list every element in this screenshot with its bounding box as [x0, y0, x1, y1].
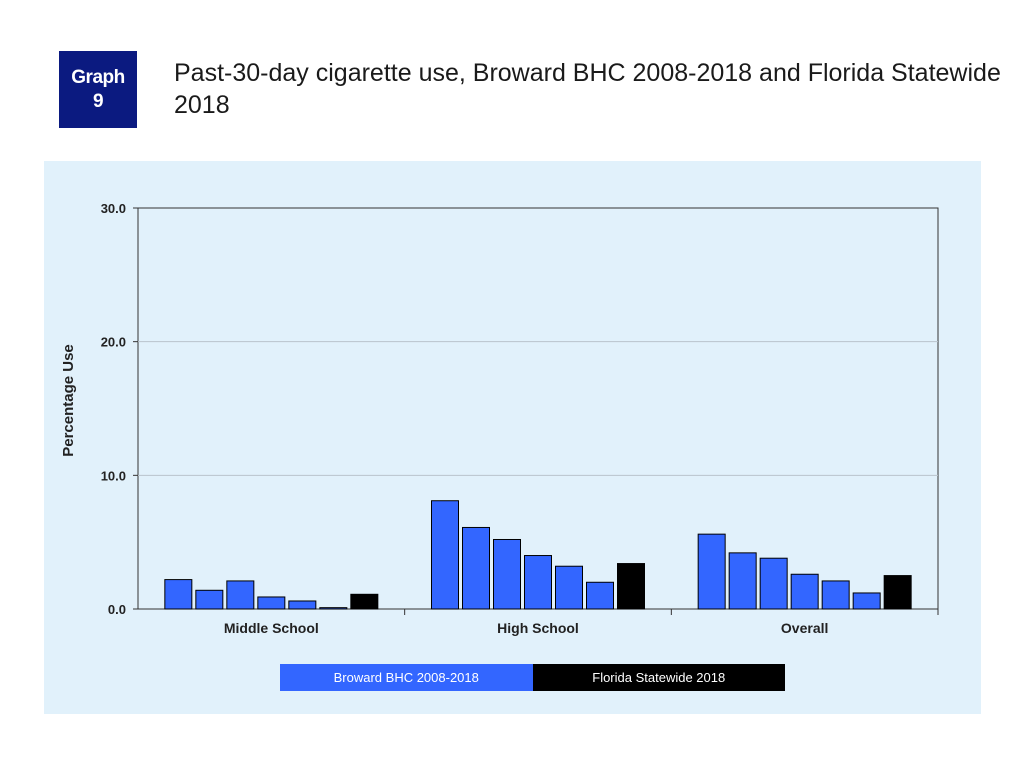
bar-broward-bhc: [852, 592, 881, 610]
bar-broward-bhc: [257, 596, 286, 610]
bar-florida-statewide: [350, 593, 379, 610]
plot-area-frame: [137, 207, 939, 610]
legend-label-broward: Broward BHC 2008-2018: [333, 670, 479, 685]
bar-broward-bhc: [226, 580, 255, 610]
bar-broward-bhc: [288, 600, 317, 610]
x-category-label: Overall: [781, 620, 828, 636]
bar-florida-statewide: [617, 563, 645, 610]
y-axis-label: Percentage Use: [60, 344, 77, 457]
chart-legend: Broward BHC 2008-2018 Florida Statewide …: [280, 664, 785, 691]
x-category-label: High School: [497, 620, 579, 636]
graph-number-badge: Graph 9: [59, 51, 137, 128]
bar-broward-bhc: [319, 607, 348, 610]
bar-broward-bhc: [728, 552, 757, 610]
y-tick-label: 10.0: [101, 468, 126, 483]
legend-label-florida: Florida Statewide 2018: [592, 670, 726, 685]
y-tick-label: 20.0: [101, 335, 126, 350]
legend-item-broward: Broward BHC 2008-2018: [280, 664, 533, 691]
bar-broward-bhc: [759, 557, 788, 610]
legend-item-florida: Florida Statewide 2018: [532, 664, 785, 691]
x-category-label: Middle School: [224, 620, 319, 636]
bar-broward-bhc: [164, 579, 193, 610]
bar-broward-bhc: [195, 589, 224, 610]
bar-broward-bhc: [790, 573, 819, 610]
page-title: Past-30-day cigarette use, Broward BHC 2…: [174, 59, 1001, 119]
bar-florida-statewide: [883, 575, 912, 610]
bar-broward-bhc: [555, 565, 583, 610]
y-tick-label: 30.0: [101, 201, 126, 216]
bar-broward-bhc: [524, 555, 552, 610]
bar-broward-bhc: [697, 533, 726, 610]
bar-broward-bhc: [462, 526, 490, 610]
bar-broward-bhc: [431, 500, 459, 610]
badge-number: 9: [92, 90, 104, 112]
badge-label: Graph: [71, 66, 125, 88]
bar-broward-bhc: [821, 580, 850, 610]
y-tick-label: 0.0: [108, 602, 126, 617]
bar-broward-bhc: [586, 581, 614, 610]
chart-panel: [44, 161, 981, 714]
bar-broward-bhc: [493, 538, 521, 610]
